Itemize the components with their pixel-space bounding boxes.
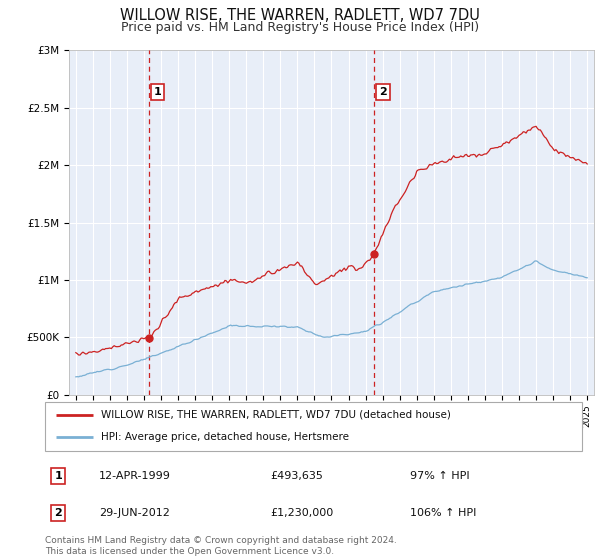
Text: 1: 1 (55, 471, 62, 481)
Text: HPI: Average price, detached house, Hertsmere: HPI: Average price, detached house, Hert… (101, 432, 349, 442)
Text: 12-APR-1999: 12-APR-1999 (98, 471, 170, 481)
Text: 2: 2 (55, 508, 62, 518)
Text: 106% ↑ HPI: 106% ↑ HPI (410, 508, 476, 518)
Text: 29-JUN-2012: 29-JUN-2012 (98, 508, 170, 518)
Text: WILLOW RISE, THE WARREN, RADLETT, WD7 7DU (detached house): WILLOW RISE, THE WARREN, RADLETT, WD7 7D… (101, 410, 451, 420)
Text: £1,230,000: £1,230,000 (271, 508, 334, 518)
Text: 1: 1 (154, 87, 161, 97)
Text: Price paid vs. HM Land Registry's House Price Index (HPI): Price paid vs. HM Land Registry's House … (121, 21, 479, 34)
Text: Contains HM Land Registry data © Crown copyright and database right 2024.
This d: Contains HM Land Registry data © Crown c… (45, 536, 397, 556)
Text: 97% ↑ HPI: 97% ↑ HPI (410, 471, 470, 481)
Text: 2: 2 (379, 87, 387, 97)
Text: WILLOW RISE, THE WARREN, RADLETT, WD7 7DU: WILLOW RISE, THE WARREN, RADLETT, WD7 7D… (120, 8, 480, 24)
Text: £493,635: £493,635 (271, 471, 323, 481)
